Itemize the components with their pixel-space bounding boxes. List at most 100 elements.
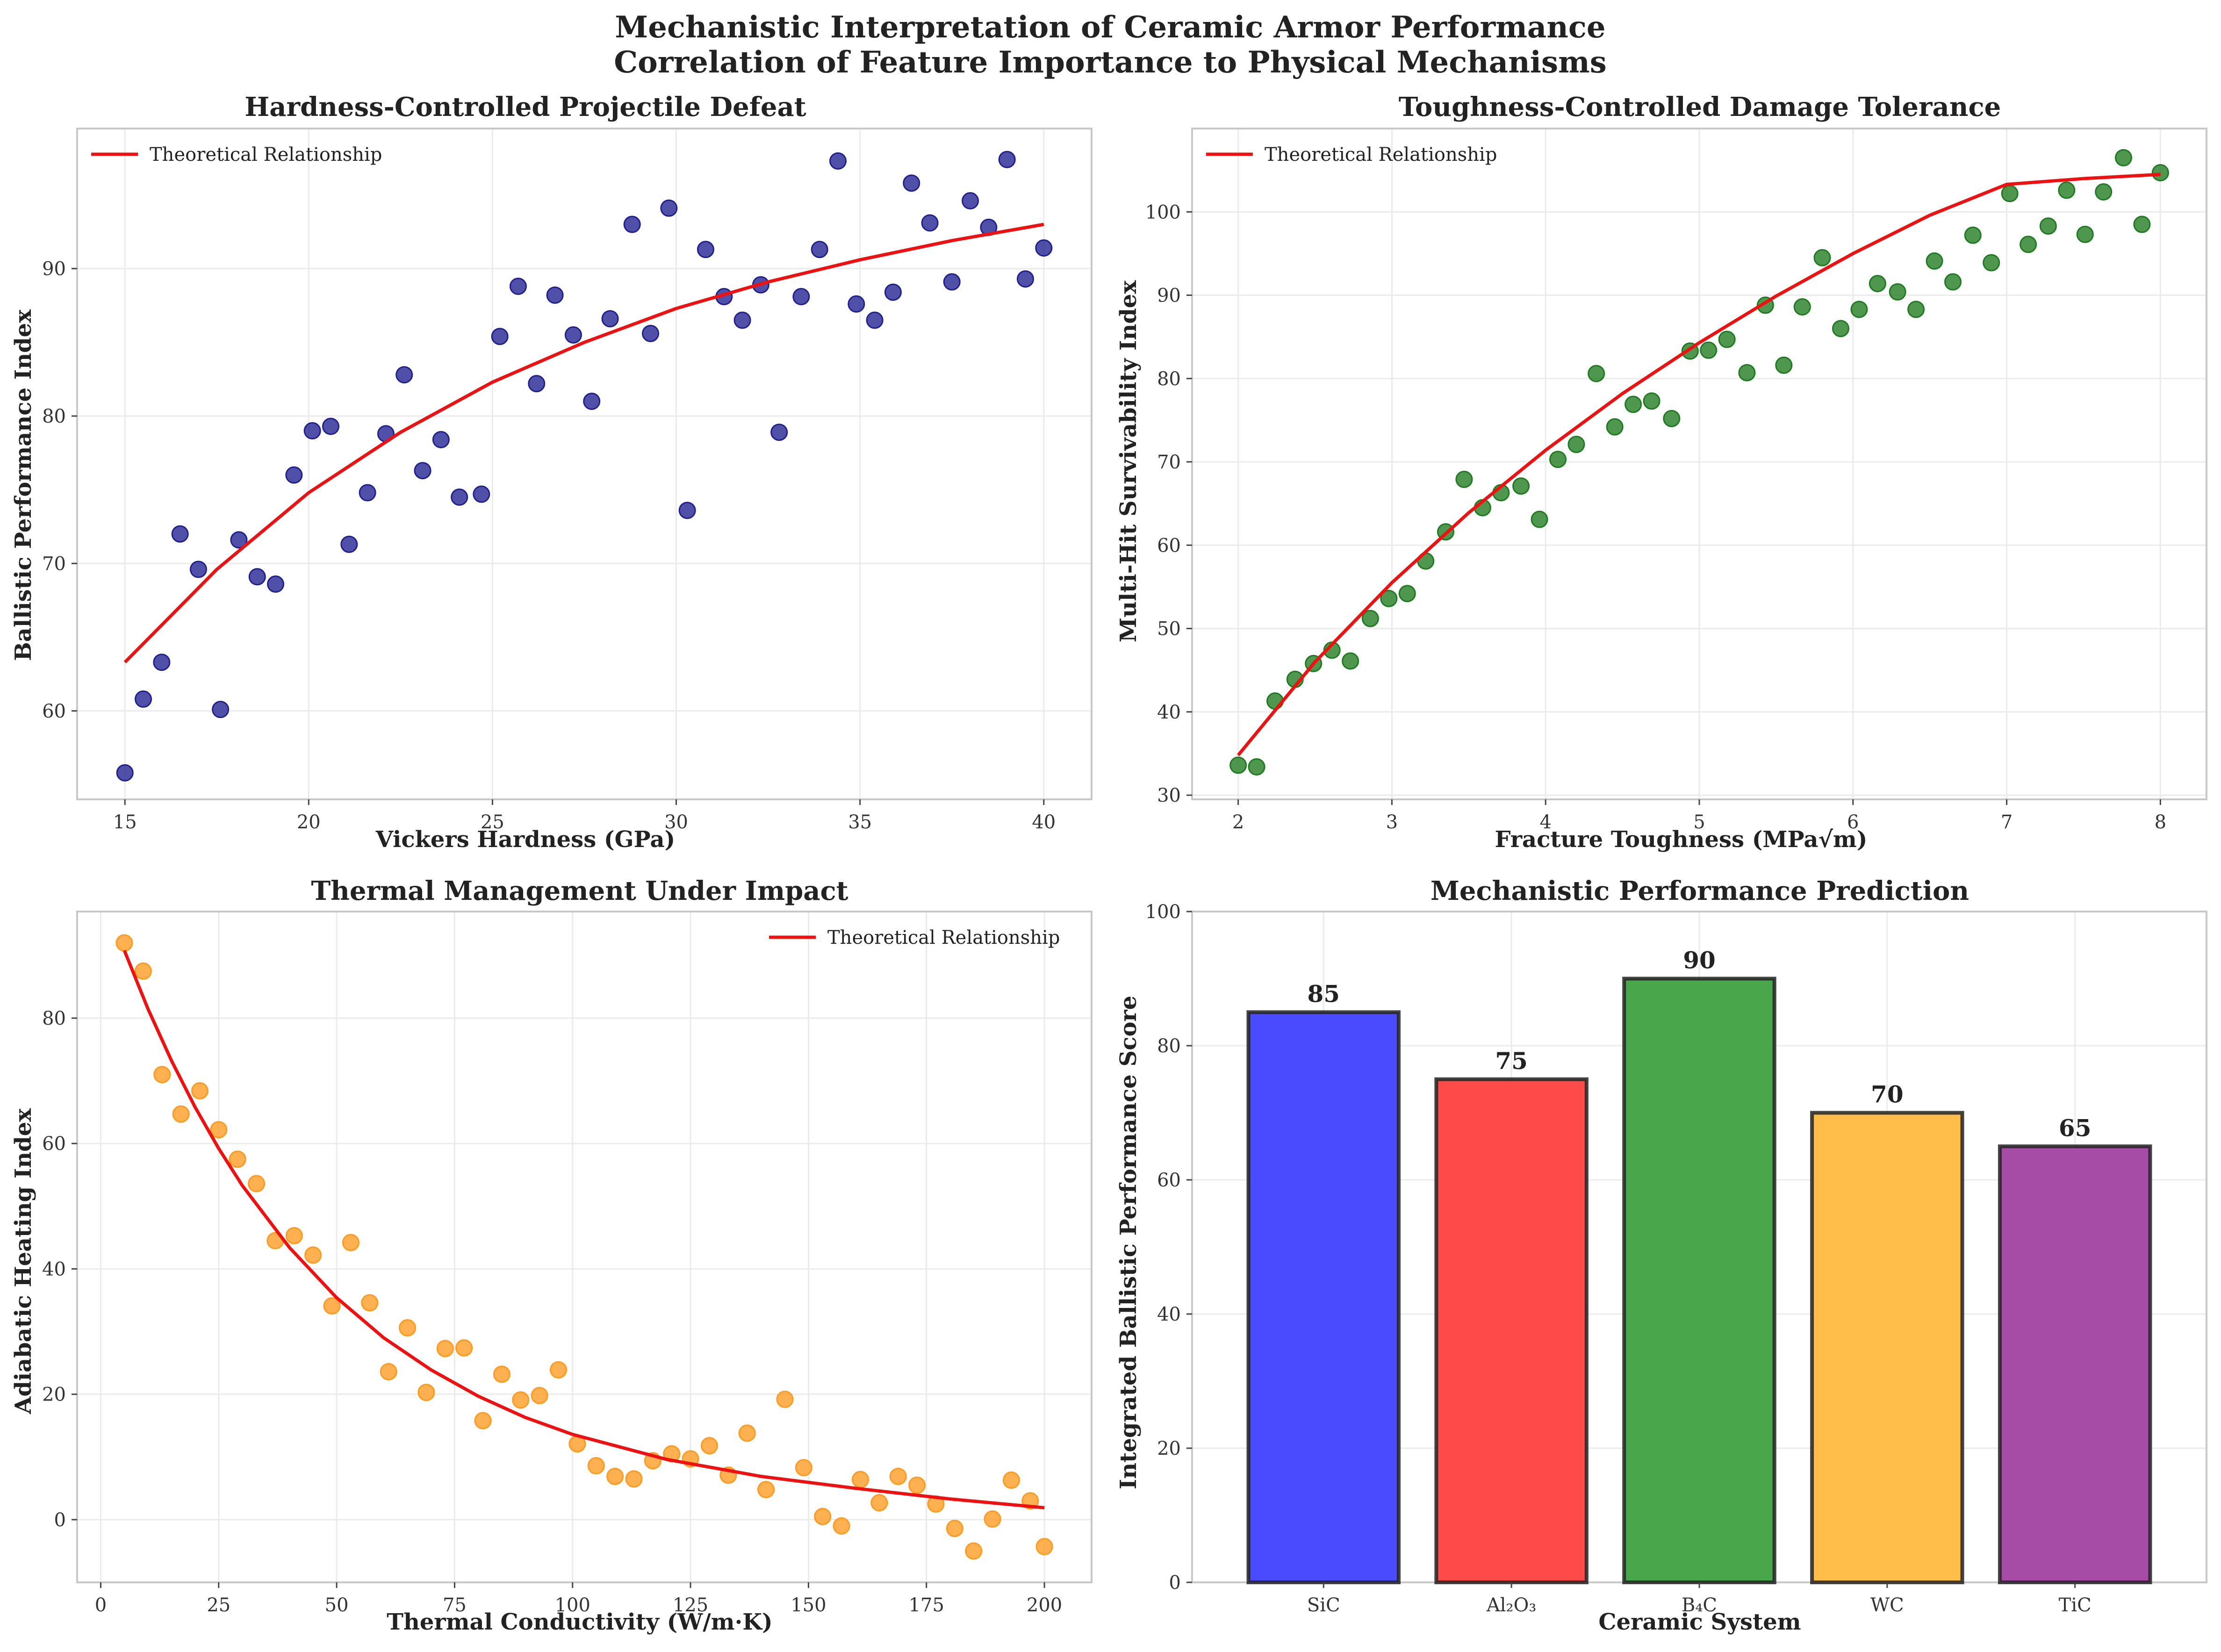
data-point <box>962 192 979 210</box>
y-tick-label: 60 <box>1157 535 1181 556</box>
plot-area: 0 20 40 60 80 100 85 SiC 75 Al₂O₃ 90 B₄C 70 WC 65 TiC <box>1145 901 2207 1616</box>
y-tick-label: 40 <box>42 1258 66 1280</box>
data-point <box>2133 215 2151 233</box>
y-tick-label: 40 <box>1157 1304 1181 1325</box>
data-point <box>889 1467 907 1485</box>
y-tick-label: 80 <box>1157 1035 1181 1057</box>
data-point <box>2058 181 2076 199</box>
panel-thermal: Thermal Management Under Impact 0 25 50 75 1… <box>10 876 1093 1635</box>
data-point <box>848 295 865 313</box>
data-point <box>733 311 751 329</box>
bar-value-label: 75 <box>1495 1047 1528 1075</box>
data-point <box>903 174 920 192</box>
data-point <box>1549 451 1567 468</box>
bar-value-label: 70 <box>1871 1081 1904 1108</box>
data-point <box>1869 275 1886 293</box>
theoretical-line <box>1236 172 2161 756</box>
data-point <box>564 326 582 344</box>
data-point <box>1983 254 2000 272</box>
data-point <box>361 1294 379 1312</box>
axes-frame <box>76 128 1093 800</box>
data-point <box>1455 470 1473 488</box>
data-point <box>1035 1538 1053 1556</box>
data-point <box>908 1476 926 1494</box>
data-point <box>512 1391 530 1409</box>
x-tick-label: 7 <box>2001 812 2013 833</box>
data-point <box>2001 185 2019 202</box>
data-point <box>212 701 230 718</box>
y-tick-label: 80 <box>42 1008 66 1029</box>
data-point <box>1361 610 1379 627</box>
data-point <box>115 934 133 952</box>
data-point <box>984 1510 1001 1528</box>
data-point <box>436 1340 454 1358</box>
y-tick-label: 60 <box>42 1133 66 1155</box>
data-point <box>943 273 961 291</box>
bar <box>1810 1111 1964 1584</box>
data-point <box>946 1520 963 1537</box>
data-point <box>1944 273 1962 291</box>
data-point <box>414 462 431 480</box>
data-point <box>2114 149 2132 166</box>
data-point <box>833 1517 850 1535</box>
panel-title: Toughness-Controlled Damage Tolerance <box>1399 92 2001 122</box>
y-tick-label: 70 <box>42 553 66 575</box>
x-tick-label: WC <box>1870 1595 1904 1616</box>
x-tick-label: TiC <box>2059 1595 2092 1616</box>
bar <box>1622 977 1776 1584</box>
data-point <box>884 283 902 301</box>
data-point <box>1512 477 1530 495</box>
x-tick-label: 30 <box>664 812 688 833</box>
theoretical-line <box>122 949 1045 1509</box>
data-point <box>285 466 303 484</box>
data-point <box>921 214 939 232</box>
x-tick-label: 125 <box>673 1595 708 1616</box>
x-tick-label: 8 <box>2155 812 2166 833</box>
data-point <box>1624 395 1642 413</box>
data-point <box>1229 756 1247 774</box>
data-point <box>304 1246 322 1264</box>
data-point <box>1926 252 1943 270</box>
data-point <box>189 560 207 578</box>
x-axis-label: Fracture Toughness (MPa√m) <box>1495 826 1867 853</box>
x-tick-label: 75 <box>443 1595 467 1616</box>
data-point <box>1663 409 1681 427</box>
bar <box>1434 1077 1588 1584</box>
x-tick-label: 4 <box>1539 812 1551 833</box>
data-point <box>248 568 266 586</box>
data-point <box>230 531 248 549</box>
data-point <box>601 310 619 328</box>
data-point <box>359 484 376 502</box>
data-point <box>2020 236 2037 253</box>
data-point <box>660 199 678 217</box>
x-tick-label: 50 <box>325 1595 349 1616</box>
x-tick-label: 5 <box>1693 812 1705 833</box>
data-point <box>229 1150 246 1168</box>
data-point <box>248 1175 266 1192</box>
data-point <box>474 1412 492 1429</box>
y-tick-label: 60 <box>42 701 66 722</box>
y-tick-label: 0 <box>54 1509 66 1531</box>
data-point <box>1398 585 1416 603</box>
data-point <box>1850 301 1868 318</box>
x-axis-label: Vickers Hardness (GPa) <box>375 826 676 853</box>
data-point <box>697 241 714 259</box>
legend-label: Theoretical Relationship <box>1265 144 1497 165</box>
y-tick-label: 80 <box>42 406 66 427</box>
x-tick-label: B₄C <box>1682 1595 1717 1616</box>
plot-area: 15 20 25 30 35 40 60 70 80 90 Theoretical Relation… <box>42 128 1093 833</box>
panel-title: Mechanistic Performance Prediction <box>1430 876 1969 906</box>
data-point <box>493 1365 510 1383</box>
data-point <box>623 215 641 233</box>
data-point <box>153 1066 171 1084</box>
y-tick-label: 20 <box>42 1384 66 1406</box>
data-point <box>965 1542 983 1560</box>
panel-title: Thermal Management Under Impact <box>311 876 848 906</box>
data-point <box>1964 226 1982 244</box>
y-tick-label: 100 <box>1145 901 1181 923</box>
y-tick-label: 50 <box>1157 618 1181 640</box>
data-point <box>546 286 564 304</box>
data-point <box>1588 365 1605 382</box>
x-tick-label: 15 <box>113 812 137 833</box>
data-point <box>776 1390 794 1408</box>
